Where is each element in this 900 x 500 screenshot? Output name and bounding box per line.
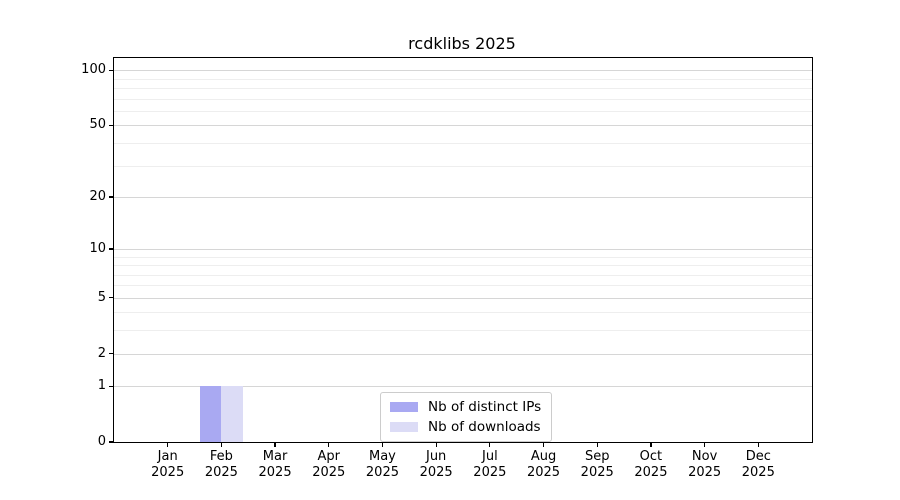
gridline-major [114, 125, 812, 127]
x-tick-label: May 2025 [365, 449, 399, 480]
x-tick-label: Nov 2025 [688, 449, 722, 480]
y-tick-label: 0 [97, 434, 106, 449]
gridline-minor [114, 330, 812, 332]
y-tick-label: 2 [97, 345, 106, 361]
x-tick-mark [542, 442, 545, 447]
gridline-major [114, 248, 812, 250]
x-tick-mark [220, 442, 222, 447]
y-tick-mark [109, 385, 113, 387]
x-tick-label: Mar 2025 [258, 449, 292, 480]
gridline-major [114, 297, 812, 299]
gridline-major [114, 196, 812, 198]
x-tick-label: Jan 2025 [151, 449, 185, 480]
x-tick-mark [435, 442, 437, 447]
bar-feb-downloads [221, 386, 243, 442]
chart-title: rcdklibs 2025 [408, 34, 516, 53]
x-tick-label: Oct 2025 [634, 449, 668, 480]
legend-label-downloads: Nb of downloads [428, 419, 541, 435]
x-tick-mark [328, 442, 330, 447]
y-tick-mark [109, 196, 113, 198]
y-tick-label: 5 [97, 289, 106, 305]
gridline-minor [114, 88, 812, 90]
gridline-minor [114, 78, 812, 80]
gridline-major [114, 386, 812, 388]
y-tick-label: 100 [81, 62, 106, 78]
y-tick-mark [109, 124, 113, 127]
x-tick-label: Jun 2025 [419, 449, 453, 480]
y-tick-label: 20 [89, 188, 106, 204]
gridline-minor [114, 285, 812, 287]
x-tick-label: Sep 2025 [580, 449, 614, 480]
legend: Nb of distinct IPs Nb of downloads [380, 392, 553, 442]
y-tick-mark [109, 441, 113, 443]
gridline-minor [114, 265, 812, 267]
y-tick-label: 50 [89, 117, 106, 133]
gridline-minor [114, 111, 812, 113]
x-tick-label: Feb 2025 [204, 449, 238, 480]
y-tick-mark [109, 69, 113, 72]
legend-item-distinct-ips: Nb of distinct IPs [390, 399, 541, 415]
x-tick-mark [381, 442, 384, 447]
x-tick-mark [489, 442, 491, 447]
legend-swatch-distinct-ips [390, 402, 418, 412]
gridline-major [114, 70, 812, 72]
x-tick-label: Aug 2025 [526, 449, 561, 480]
bar-feb-distinct-ips [199, 386, 222, 442]
legend-swatch-downloads [390, 422, 418, 432]
y-tick-mark [109, 297, 113, 299]
gridline-major [114, 353, 812, 355]
y-tick-mark [109, 352, 113, 355]
gridline-minor [114, 98, 812, 100]
gridline-minor [114, 165, 812, 167]
gridline-minor [114, 274, 812, 276]
x-tick-mark [167, 442, 169, 447]
x-tick-mark [650, 442, 652, 447]
x-tick-mark [274, 442, 276, 447]
x-tick-label: Jul 2025 [473, 449, 507, 480]
x-tick-mark [757, 442, 759, 447]
y-tick-label: 1 [97, 378, 106, 394]
y-tick-mark [109, 248, 113, 250]
y-tick-label: 10 [89, 240, 106, 256]
legend-label-distinct-ips: Nb of distinct IPs [428, 399, 542, 415]
gridline-minor [114, 143, 812, 145]
legend-item-downloads: Nb of downloads [390, 419, 541, 435]
x-tick-label: Apr 2025 [312, 449, 346, 480]
x-tick-label: Dec 2025 [741, 449, 775, 480]
x-tick-mark [704, 442, 706, 447]
gridline-minor [114, 256, 812, 258]
gridline-minor [114, 312, 812, 314]
plot-area: Nb of distinct IPs Nb of downloads 0 1 2 5 1… [81, 57, 813, 480]
x-tick-mark [596, 442, 598, 447]
